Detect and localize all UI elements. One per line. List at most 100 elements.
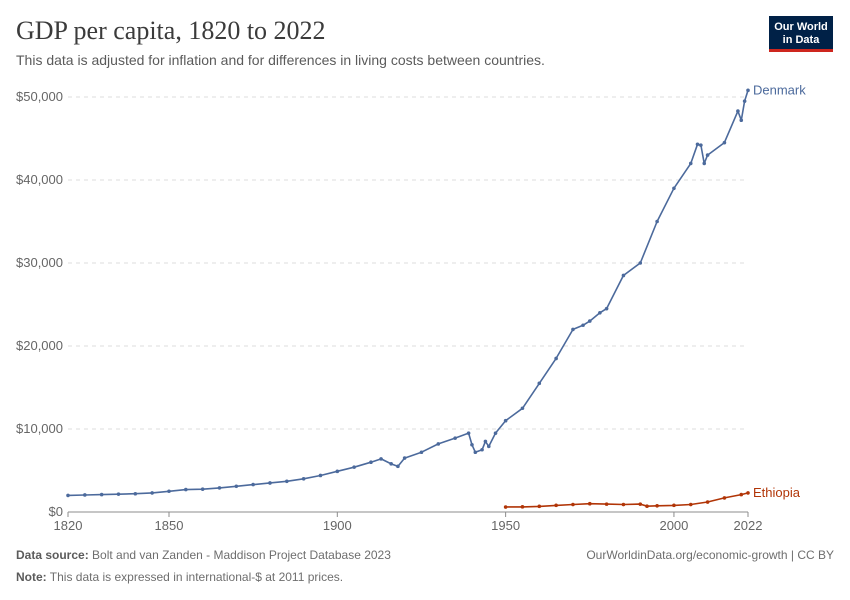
data-point-denmark [655, 219, 659, 224]
data-point-denmark [268, 481, 272, 485]
data-point-denmark [598, 311, 602, 315]
x-tick-label: 1900 [323, 518, 352, 533]
y-tick-label: $30,000 [16, 255, 63, 270]
data-point-ethiopia [503, 505, 508, 509]
data-point-ethiopia [739, 492, 744, 497]
data-point-ethiopia [571, 502, 575, 507]
data-point-denmark [396, 464, 400, 469]
data-point-ethiopia [537, 504, 542, 509]
data-point-ethiopia [655, 503, 659, 508]
y-tick-label: $50,000 [16, 89, 63, 104]
data-point-ethiopia [672, 503, 676, 508]
data-point-denmark [453, 436, 457, 440]
data-point-denmark [116, 492, 121, 496]
data-point-denmark [389, 462, 393, 466]
data-point-denmark [695, 142, 700, 147]
data-point-denmark [672, 186, 676, 191]
data-point-denmark [419, 450, 424, 455]
logo-line-1: Our World [774, 21, 828, 33]
logo-line-2: in Data [782, 34, 820, 46]
owid-logo[interactable]: Our World in Data [769, 16, 833, 52]
data-point-denmark [739, 118, 744, 123]
data-point-denmark [621, 273, 626, 278]
data-point-ethiopia [722, 496, 727, 500]
source-label: Data source: [16, 548, 89, 562]
data-point-ethiopia [645, 504, 649, 508]
data-point-denmark [746, 88, 750, 93]
data-point-ethiopia [587, 501, 592, 506]
series-line-denmark [67, 90, 749, 497]
data-point-denmark [436, 442, 441, 446]
source-text[interactable]: Bolt and van Zanden - Maddison Project D… [92, 548, 391, 562]
data-point-ethiopia [520, 505, 525, 509]
y-tick-label: $0 [49, 504, 63, 519]
data-point-denmark [554, 356, 558, 361]
data-point-denmark [742, 99, 747, 103]
chart-subtitle: This data is adjusted for inflation and … [16, 52, 545, 68]
data-point-ethiopia [621, 502, 626, 507]
data-point-denmark [217, 486, 222, 490]
data-point-denmark [285, 479, 289, 484]
data-point-denmark [537, 381, 542, 386]
data-point-ethiopia [604, 502, 609, 506]
data-point-denmark [486, 444, 491, 449]
y-tick-label: $20,000 [16, 338, 63, 353]
data-point-denmark [66, 493, 70, 498]
x-tick-label: 2000 [659, 518, 688, 533]
data-point-denmark [133, 491, 138, 496]
data-point-denmark [571, 327, 575, 332]
x-tick-label: 1950 [491, 518, 520, 533]
data-point-denmark [379, 457, 383, 461]
data-point-denmark [150, 491, 154, 495]
data-point-denmark [503, 418, 508, 423]
data-point-denmark [470, 442, 474, 447]
y-axis-ticks: $0 $10,000 $20,000 $30,000 $40,000 $50,000 [16, 89, 63, 519]
data-point-denmark [705, 153, 710, 157]
data-point-denmark [369, 460, 373, 465]
x-axis-ticks: 1820 1850 1900 1950 2000 2022 [54, 512, 763, 533]
series-line-ethiopia [505, 492, 749, 508]
data-point-denmark [318, 473, 323, 478]
x-tick-label: 2022 [734, 518, 763, 533]
data-point-denmark [493, 431, 498, 435]
data-point-denmark [184, 487, 188, 492]
data-point-denmark [301, 477, 306, 481]
note-text: This data is expressed in international-… [49, 570, 344, 584]
data-point-denmark [638, 261, 643, 265]
data-point-denmark [352, 465, 356, 469]
series-lines [66, 88, 750, 509]
data-point-denmark [688, 161, 693, 166]
data-point-denmark [587, 319, 592, 323]
data-point-denmark [234, 484, 239, 489]
data-point-ethiopia [554, 503, 558, 508]
data-point-denmark [581, 323, 585, 328]
data-point-ethiopia [688, 502, 693, 507]
data-point-denmark [520, 406, 525, 411]
data-point-denmark [702, 161, 707, 166]
footer-link[interactable]: OurWorldinData.org/economic-growth | CC … [586, 548, 834, 562]
chart-title: GDP per capita, 1820 to 2022 [16, 16, 326, 45]
x-tick-label: 1820 [54, 518, 83, 533]
data-point-denmark [200, 487, 205, 491]
series-labels: Denmark Ethiopia [753, 82, 806, 500]
data-point-denmark [251, 482, 255, 487]
data-point-denmark [83, 493, 87, 497]
data-point-denmark [699, 143, 703, 147]
note-label: Note: [16, 570, 47, 584]
data-point-denmark [167, 489, 171, 494]
gridlines [68, 96, 748, 513]
x-tick-label: 1850 [155, 518, 184, 533]
data-point-denmark [483, 439, 488, 444]
data-point-ethiopia [638, 502, 643, 506]
data-point-denmark [335, 469, 340, 474]
data-point-ethiopia [705, 500, 710, 504]
data-point-denmark [736, 109, 740, 113]
data-point-ethiopia [746, 491, 750, 495]
y-tick-label: $40,000 [16, 172, 63, 187]
data-point-denmark [466, 431, 471, 435]
source-line: Data source: Bolt and van Zanden - Maddi… [16, 548, 391, 562]
data-point-denmark [402, 456, 407, 460]
series-label-denmark: Denmark [753, 82, 806, 97]
data-point-denmark [473, 450, 478, 455]
